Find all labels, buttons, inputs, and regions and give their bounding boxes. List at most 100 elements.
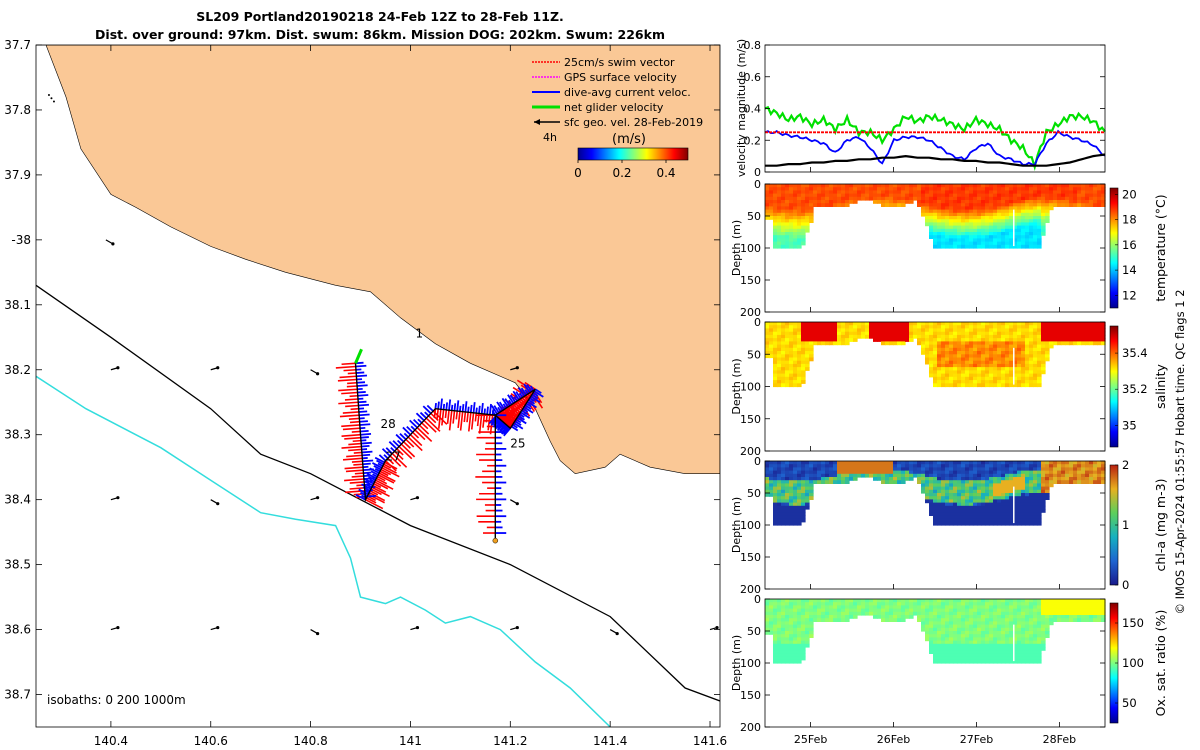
depth-tick-label: 50 xyxy=(747,625,761,638)
map-y-tick-label: 38.4 xyxy=(4,493,31,507)
title-line-1: SL209 Portland20190218 24-Feb 12Z to 28-… xyxy=(196,9,564,24)
geo-arrow xyxy=(410,625,420,631)
islet-dot xyxy=(50,97,53,100)
velocity-tick-label: 0.4 xyxy=(744,103,762,116)
depth-tick-label: 150 xyxy=(740,413,761,426)
section-colorbar xyxy=(1109,325,1119,448)
islet-dot xyxy=(52,100,55,103)
depth-tick-label: 100 xyxy=(740,657,761,670)
depth-ylabel: Depth (m) xyxy=(730,635,743,691)
legend-net-glider-velocity: net glider velocity xyxy=(532,101,664,114)
map-y-tick-label: 38.7 xyxy=(4,688,31,702)
svg-text:GPS surface velocity: GPS surface velocity xyxy=(564,71,677,84)
geo-arrow xyxy=(105,239,115,246)
map-y-ticks: 37.7 37.8 37.9 -38 38.1 38.2 38.3 38.4 38.5 38.6 3… xyxy=(4,38,720,702)
section-cells xyxy=(765,184,1106,249)
salinity-section: 0 50 100 150 200 Depth (m) 35 35.2 35.4 salinity xyxy=(730,316,1168,458)
geo-arrow xyxy=(709,625,719,631)
depth-tick-label: 100 xyxy=(740,519,761,532)
section-colorbar-tick-label: 12 xyxy=(1122,288,1137,302)
map-y-tick-label: 37.7 xyxy=(4,38,31,52)
section-colorbar-tick-label: 0 xyxy=(1122,578,1129,592)
map-x-tick-label: 140.6 xyxy=(194,734,228,748)
velocity-panel: 0 0.2 0.4 0.6 0.8 velocity magnitude (m/s) xyxy=(735,39,1106,179)
geo-arrow xyxy=(110,625,120,631)
velocity-tick-label: 0.8 xyxy=(744,39,762,52)
depth-tick-label: 200 xyxy=(740,445,761,458)
velocity-series xyxy=(764,105,1106,171)
map-x-tick-label: 141.6 xyxy=(693,734,727,748)
map-x-ticks: 140.4 140.6 140.8 141 141.2 141.4 141.6 xyxy=(94,45,727,748)
legend-swim-vector: 25cm/s swim vector xyxy=(532,56,675,69)
depth-tick-label: 200 xyxy=(740,583,761,596)
temperature-section: 0 50 100 150 200 Depth (m) 12 14 16 18 20 temperatu… xyxy=(730,178,1168,319)
section-colorbar-tick-label: 50 xyxy=(1122,696,1137,710)
section-colorbar-tick-label: 100 xyxy=(1122,656,1144,670)
depth-tick-label: 50 xyxy=(747,348,761,361)
velocity-ylabel: velocity magnitude (m/s) xyxy=(735,39,748,177)
speed-colorbar-tick-label: 0 xyxy=(574,166,582,180)
map-y-tick-label: 38.1 xyxy=(4,298,31,312)
geo-arrow xyxy=(310,629,320,636)
section-cells xyxy=(765,322,1106,388)
map-x-tick-label: 141.4 xyxy=(593,734,627,748)
surface-geostrophic-arrows xyxy=(105,239,719,636)
speed-colorbar xyxy=(577,147,689,161)
map-y-tick-label: 37.9 xyxy=(4,168,31,182)
svg-text:net glider velocity: net glider velocity xyxy=(564,101,664,114)
svg-text:sfc geo. vel. 28-Feb-2019: sfc geo. vel. 28-Feb-2019 xyxy=(564,116,703,129)
legend-sfc-geo-velocity: sfc geo. vel. 28-Feb-2019 xyxy=(534,116,703,129)
track-end-marker xyxy=(492,537,499,544)
section-colorbar-tick-label: 14 xyxy=(1122,263,1137,277)
day-label: 28 xyxy=(380,417,395,431)
legend-dive-avg-current: dive-avg current veloc. xyxy=(532,86,691,99)
geo-arrow xyxy=(510,625,519,631)
legend-gps-surface-velocity: GPS surface velocity xyxy=(532,71,677,84)
map-y-tick-label: -38 xyxy=(11,233,31,247)
map-x-tick-label: 140.4 xyxy=(94,734,128,748)
map-y-tick-label: 38.3 xyxy=(4,428,31,442)
section-colorbar-label: salinity xyxy=(1153,363,1168,408)
title-line-2: Dist. over ground: 97km. Dist. swum: 86k… xyxy=(95,27,665,42)
section-colorbar-tick-label: 18 xyxy=(1122,213,1137,227)
geo-arrow xyxy=(110,366,120,371)
map-legend: 25cm/s swim vector GPS surface velocity … xyxy=(532,56,703,180)
section-colorbar-label: chl-a (mg m-3) xyxy=(1153,479,1168,572)
map-y-tick-label: 37.8 xyxy=(4,103,31,117)
depth-ylabel: Depth (m) xyxy=(730,497,743,553)
velocity-series xyxy=(765,153,1106,167)
velocity-tick-label: 0 xyxy=(754,166,761,179)
islet-dot xyxy=(47,93,50,96)
map-y-tick-label: 38.6 xyxy=(4,623,31,637)
track-line xyxy=(354,363,536,539)
net-glider-velocity-mark xyxy=(354,348,363,364)
depth-tick-label: 0 xyxy=(754,593,761,606)
map-frame xyxy=(35,44,721,728)
legend-note-4h: 4h xyxy=(543,131,557,144)
map-y-tick-label: 38.2 xyxy=(4,363,31,377)
section-colorbar-tick-label: 150 xyxy=(1122,616,1144,630)
time-tick-label: 25Feb xyxy=(794,733,827,746)
day-label: 25 xyxy=(510,437,525,451)
geo-arrow xyxy=(609,629,619,636)
geo-arrow xyxy=(110,496,120,501)
section-cells xyxy=(765,461,1106,526)
depth-tick-label: 100 xyxy=(740,381,761,394)
geo-arrow xyxy=(210,625,220,631)
depth-tick-label: 0 xyxy=(754,455,761,468)
section-colorbar-tick-label: 1 xyxy=(1122,518,1129,532)
map-x-tick-label: 140.8 xyxy=(293,734,327,748)
depth-tick-label: 150 xyxy=(740,274,761,287)
isobath-1000m xyxy=(36,375,611,727)
geo-arrow xyxy=(210,366,220,371)
velocity-series xyxy=(764,129,1106,167)
time-axis: 25Feb 26Feb 27Feb 28Feb xyxy=(794,733,1076,746)
time-tick-label: 28Feb xyxy=(1043,733,1076,746)
time-tick-label: 26Feb xyxy=(877,733,910,746)
velocity-tick-label: 0.6 xyxy=(744,71,762,84)
depth-ylabel: Depth (m) xyxy=(730,220,743,276)
speed-colorbar-ticks: 0 0.2 0.4 xyxy=(574,160,676,180)
depth-tick-label: 50 xyxy=(747,210,761,223)
svg-text:dive-avg current veloc.: dive-avg current veloc. xyxy=(564,86,691,99)
depth-tick-label: 150 xyxy=(740,689,761,702)
